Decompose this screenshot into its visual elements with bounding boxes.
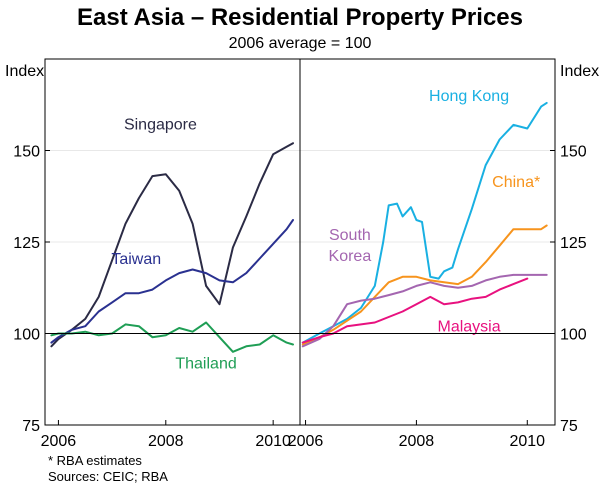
- y-tick-right-75: 75: [560, 418, 578, 435]
- chart-title: East Asia – Residential Property Prices: [77, 4, 523, 31]
- series-label-taiwan: Taiwan: [111, 251, 161, 268]
- series-line-taiwan: [50, 219, 294, 344]
- y-tick-right-150: 150: [560, 144, 587, 161]
- series-label-singapore: Singapore: [124, 117, 197, 134]
- y-tick-left-100: 100: [13, 327, 40, 344]
- series-lines: [50, 101, 548, 353]
- x-tick-right-2008: 2008: [399, 433, 435, 450]
- series-line-thailand: [50, 321, 294, 353]
- y-tick-left-75: 75: [22, 418, 40, 435]
- series-line-hong-kong: [301, 101, 548, 344]
- x-tick-left-2008: 2008: [148, 433, 184, 450]
- y-tick-left-125: 125: [13, 235, 40, 252]
- right-axis-label: Index: [560, 63, 599, 80]
- x-tick-left-2006: 2006: [41, 433, 77, 450]
- y-tick-right-100: 100: [560, 327, 587, 344]
- series-label-china: China*: [492, 174, 540, 191]
- series-label-hong-kong: Hong Kong: [429, 88, 509, 105]
- x-tick-right-2010: 2010: [509, 433, 545, 450]
- sources-note: Sources: CEIC; RBA: [48, 469, 168, 484]
- footnote: * RBA estimates: [48, 453, 142, 468]
- x-tick-left-2010: 2010: [255, 433, 291, 450]
- series-label-south-korea: South Korea: [329, 227, 372, 265]
- series-line-malaysia: [301, 277, 529, 344]
- series-line-singapore: [50, 142, 294, 348]
- left-axis-label: Index: [5, 63, 44, 80]
- series-label-thailand: Thailand: [175, 355, 236, 372]
- y-tick-left-150: 150: [13, 144, 40, 161]
- series-line-south-korea: [301, 273, 548, 348]
- x-tick-right-2006: 2006: [288, 433, 324, 450]
- series-line-china: [301, 224, 548, 346]
- chart-subtitle: 2006 average = 100: [229, 35, 372, 52]
- y-tick-right-125: 125: [560, 235, 587, 252]
- series-labels: Singapore Taiwan Thailand Hong Kong China* So…: [111, 88, 540, 372]
- series-label-malaysia: Malaysia: [438, 319, 501, 336]
